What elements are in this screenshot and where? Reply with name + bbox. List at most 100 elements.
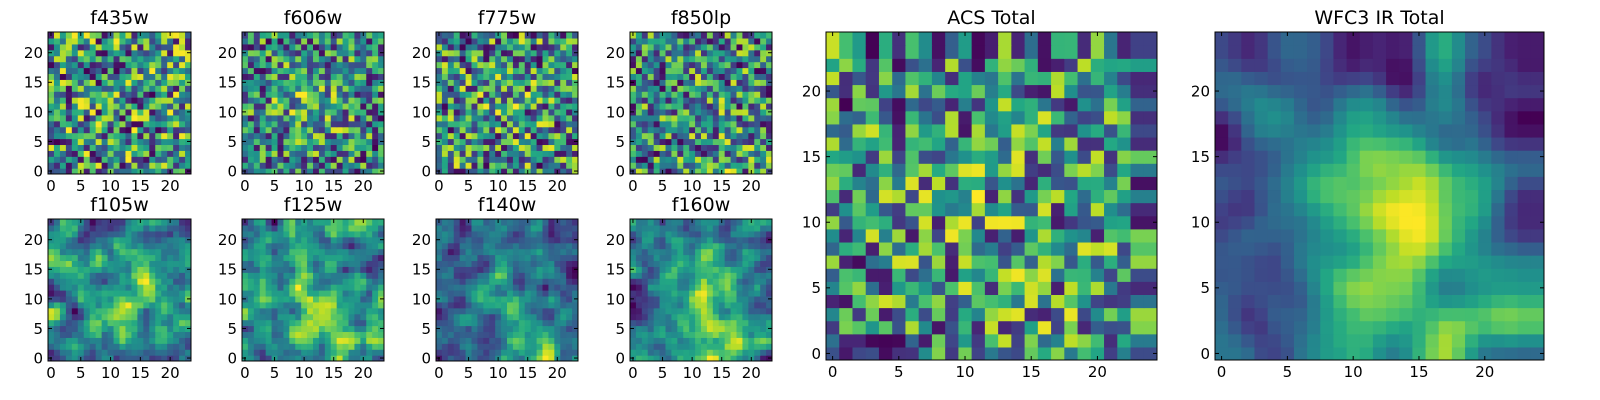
heatmap-cell <box>512 67 520 75</box>
heatmap-cell <box>89 272 97 279</box>
heatmap-cell <box>242 61 249 69</box>
heatmap-cell <box>330 343 338 350</box>
heatmap-cell <box>125 162 133 169</box>
heatmap-cell <box>318 272 326 279</box>
heatmap-cell <box>360 248 367 256</box>
heatmap-cell <box>653 260 661 267</box>
heatmap-cell <box>342 32 350 39</box>
heatmap-cell <box>489 313 496 321</box>
heatmap-cell <box>495 138 502 146</box>
heatmap-cell <box>330 278 338 285</box>
heatmap-cell <box>378 284 384 291</box>
heatmap-cell <box>71 301 79 309</box>
heatmap-cell <box>1024 333 1039 348</box>
heatmap-cell <box>630 290 637 297</box>
heatmap-cell <box>512 73 520 80</box>
heatmap-cell <box>701 349 708 356</box>
heatmap-cell <box>701 108 708 116</box>
heatmap-cell <box>826 346 840 360</box>
heatmap-cell <box>53 272 61 279</box>
heatmap-cell <box>724 103 732 110</box>
heatmap-cell <box>459 61 467 69</box>
heatmap-cell <box>1011 346 1026 360</box>
heatmap-cell <box>754 355 761 361</box>
heatmap-cell <box>542 55 550 63</box>
heatmap-cell <box>826 294 840 309</box>
heatmap-cell <box>483 343 490 350</box>
heatmap-cell <box>324 32 332 39</box>
heatmap-cell <box>149 120 156 128</box>
heatmap-cell <box>560 91 567 98</box>
heatmap-cell <box>119 91 127 98</box>
heatmap-cell <box>718 349 726 356</box>
heatmap-cell <box>185 337 191 344</box>
heatmap-cell <box>372 278 379 285</box>
heatmap-cell <box>59 162 67 169</box>
heatmap-cell <box>113 278 121 285</box>
heatmap-cell <box>754 272 761 279</box>
heatmap-cell <box>677 301 684 309</box>
heatmap-cell <box>695 295 702 303</box>
heatmap-cell <box>113 343 121 350</box>
heatmap-cell <box>441 301 449 309</box>
heatmap-cell <box>89 61 97 69</box>
heatmap-cell <box>712 319 720 327</box>
heatmap-cell <box>77 144 85 151</box>
heatmap-cell <box>683 43 690 51</box>
heatmap-cell <box>324 290 332 297</box>
heatmap-cell <box>635 331 643 338</box>
heatmap-cell <box>641 138 649 146</box>
heatmap-cell <box>354 32 361 39</box>
heatmap-cell <box>155 343 162 350</box>
heatmap-cell <box>641 168 649 174</box>
heatmap-cell <box>489 230 496 238</box>
heatmap-cell <box>173 156 180 163</box>
heatmap-cell <box>348 242 356 250</box>
heatmap-cell <box>677 337 684 344</box>
heatmap-cell <box>89 103 97 110</box>
heatmap-cell <box>736 307 744 315</box>
heatmap-cell <box>635 37 643 45</box>
heatmap-cell <box>313 307 320 315</box>
heatmap-cell <box>712 49 720 57</box>
heatmap-cell <box>167 242 174 250</box>
heatmap-cell <box>724 144 732 151</box>
heatmap-cell <box>671 325 678 333</box>
heatmap-cell <box>283 307 290 315</box>
heatmap-cell <box>360 325 367 333</box>
heatmap-cell <box>330 79 338 86</box>
heatmap-cell <box>289 272 296 279</box>
heatmap-cell <box>155 224 162 232</box>
heatmap-cell <box>748 114 755 122</box>
heatmap-cell <box>289 331 296 338</box>
heatmap-cell <box>665 343 673 350</box>
heatmap-cell <box>736 272 744 279</box>
heatmap-cell <box>253 156 261 163</box>
heatmap-cell <box>507 162 514 169</box>
heatmap-cell <box>295 97 302 104</box>
heatmap-cell <box>101 325 109 333</box>
heatmap-cell <box>748 97 755 104</box>
heatmap-cell <box>536 254 544 262</box>
heatmap-cell <box>659 284 667 291</box>
heatmap-cell <box>161 331 168 338</box>
heatmap-cell <box>677 290 684 297</box>
heatmap-cell <box>689 43 696 51</box>
heatmap-cell <box>53 266 61 273</box>
heatmap-cell <box>441 355 449 361</box>
heatmap-cell <box>653 325 661 333</box>
heatmap-cell <box>760 55 767 63</box>
heatmap-cell <box>641 85 649 92</box>
heatmap-cell <box>89 260 97 267</box>
heatmap-cell <box>318 132 326 140</box>
heatmap-cell <box>671 138 678 146</box>
heatmap-cell <box>742 103 749 110</box>
heatmap-cell <box>271 162 279 169</box>
heatmap-cell <box>265 278 273 285</box>
heatmap-cell <box>131 219 138 226</box>
heatmap-cell <box>372 337 379 344</box>
heatmap-cell <box>436 319 443 327</box>
heatmap-cell <box>185 97 191 104</box>
heatmap-cell <box>336 108 344 116</box>
heatmap-cell <box>173 236 180 244</box>
